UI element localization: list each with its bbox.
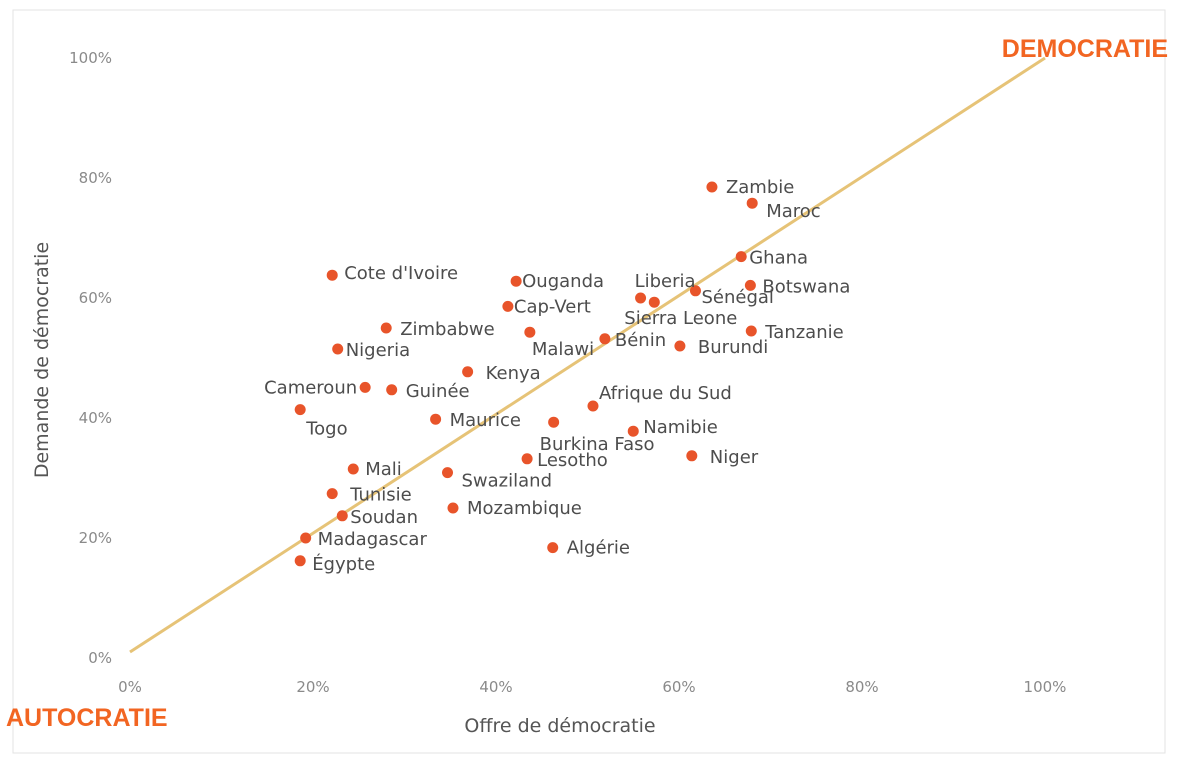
point-label: Tunisie <box>349 485 412 506</box>
data-point <box>635 292 647 304</box>
point-label: Bénin <box>615 330 666 351</box>
data-point <box>462 366 474 378</box>
x-tick-label: 60% <box>662 678 695 696</box>
point-label: Maurice <box>450 410 521 431</box>
data-point <box>326 269 338 281</box>
y-tick-label: 40% <box>79 409 112 427</box>
data-point <box>706 181 718 193</box>
x-tick-label: 40% <box>479 678 512 696</box>
democratie-label: DEMOCRATIE <box>1002 35 1168 63</box>
plot-frame <box>12 9 1166 754</box>
point-label: Guinée <box>406 381 470 402</box>
point-label: Algérie <box>567 538 630 559</box>
data-point <box>347 463 359 475</box>
point-label: Afrique du Sud <box>599 383 732 404</box>
point-label: Madagascar <box>318 529 428 550</box>
point-label: Liberia <box>635 271 696 292</box>
x-tick-label: 80% <box>845 678 878 696</box>
data-point <box>524 326 536 338</box>
point-label: Niger <box>710 447 759 468</box>
point-label: Sierra Leone <box>624 308 737 329</box>
data-point <box>447 502 459 514</box>
data-point <box>627 425 639 437</box>
data-point <box>359 381 371 393</box>
point-label: Maroc <box>766 201 820 222</box>
data-point <box>548 416 560 428</box>
x-tick-label: 100% <box>1024 678 1067 696</box>
point-label: Burkina Faso <box>540 434 655 455</box>
data-point <box>430 413 442 425</box>
point-label: Ghana <box>749 248 808 269</box>
data-point <box>587 400 599 412</box>
y-axis-ticks: 0% 20% 40% 60% 80% 100% <box>69 49 112 667</box>
data-point <box>744 279 756 291</box>
x-axis-ticks: 0% 20% 40% 60% 80% 100% <box>118 678 1066 696</box>
data-point <box>599 333 611 345</box>
data-points <box>294 181 758 567</box>
point-label: Ouganda <box>522 271 604 292</box>
data-point <box>689 285 701 297</box>
data-point <box>294 404 306 416</box>
y-tick-label: 60% <box>79 289 112 307</box>
data-point <box>521 453 533 465</box>
point-label: Mali <box>365 459 402 480</box>
data-point <box>380 322 392 334</box>
data-point <box>674 340 686 352</box>
data-point <box>686 450 698 462</box>
data-point <box>326 488 338 500</box>
data-point <box>386 384 398 396</box>
point-label: Namibie <box>643 417 718 438</box>
point-label: Swaziland <box>462 471 553 492</box>
point-label: Soudan <box>350 507 418 528</box>
x-tick-label: 20% <box>296 678 329 696</box>
point-label: Burundi <box>698 337 768 358</box>
point-label: Nigeria <box>346 340 410 361</box>
y-tick-label: 80% <box>79 169 112 187</box>
data-point <box>648 296 660 308</box>
data-point <box>442 467 454 479</box>
autocratie-label: AUTOCRATIE <box>6 704 168 732</box>
y-tick-label: 0% <box>88 649 112 667</box>
y-tick-label: 20% <box>79 529 112 547</box>
x-axis-title: Offre de démocratie <box>464 715 655 737</box>
point-label: Malawi <box>532 339 594 360</box>
point-label: Cap-Vert <box>514 296 591 317</box>
parity-diagonal-line <box>129 56 1046 654</box>
point-label: Kenya <box>486 363 541 384</box>
point-labels: Zambie Maroc Ghana Botswana Cote d'Ivoire Oug… <box>264 177 850 575</box>
point-label: Tanzanie <box>764 322 843 343</box>
x-tick-label: 0% <box>118 678 142 696</box>
point-label: Zimbabwe <box>400 319 495 340</box>
point-label: Zambie <box>726 177 794 198</box>
data-point <box>735 251 747 263</box>
point-label: Cameroun <box>264 377 357 398</box>
point-label: Cote d'Ivoire <box>344 263 458 284</box>
data-point <box>294 555 306 567</box>
point-label: Égypte <box>312 553 375 575</box>
y-axis-title: Demande de démocratie <box>31 242 53 478</box>
point-label: Botswana <box>762 276 850 297</box>
y-tick-label: 100% <box>69 49 112 67</box>
data-point <box>746 197 758 209</box>
point-label: Togo <box>305 419 347 440</box>
data-point <box>510 275 522 287</box>
data-point <box>745 325 757 337</box>
data-point <box>336 510 348 522</box>
data-point <box>502 300 514 312</box>
point-label: Mozambique <box>467 498 582 519</box>
data-point <box>300 532 312 544</box>
point-label: Lesotho <box>537 450 608 471</box>
data-point <box>332 343 344 355</box>
data-point <box>547 542 559 554</box>
point-label: Sénégal <box>701 287 773 308</box>
